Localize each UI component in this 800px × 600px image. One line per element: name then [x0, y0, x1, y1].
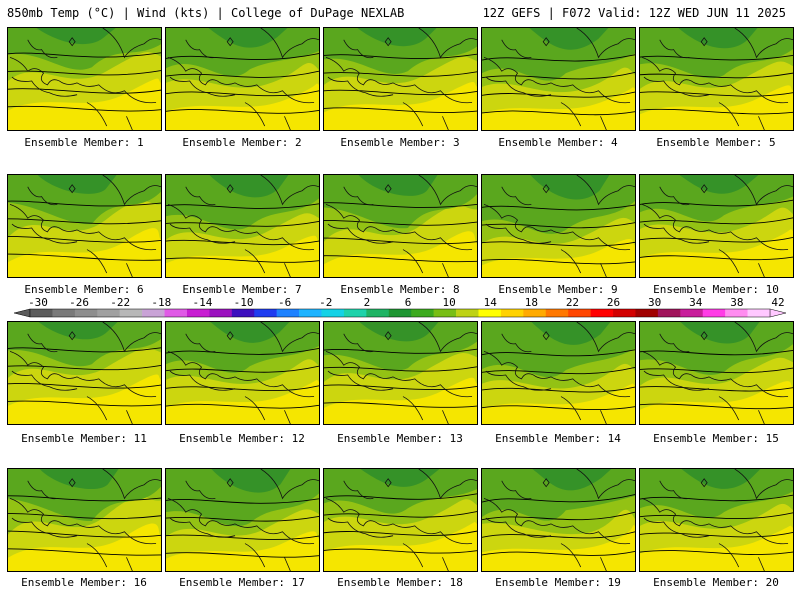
colorbar-swatch	[388, 309, 412, 317]
ensemble-member-label: Ensemble Member: 3	[340, 136, 460, 149]
colorbar-swatch	[478, 309, 502, 317]
ensemble-map-10	[639, 174, 794, 278]
colorbar-tick-label: -22	[110, 296, 130, 309]
colorbar-tick-label: -14	[193, 296, 213, 309]
ensemble-map-20	[639, 468, 794, 572]
colorbar-swatch	[119, 309, 143, 317]
ensemble-member-label: Ensemble Member: 8	[340, 283, 460, 296]
ensemble-member-label: Ensemble Member: 7	[182, 283, 302, 296]
colorbar-swatch	[680, 309, 704, 317]
ensemble-member-label: Ensemble Member: 1	[24, 136, 144, 149]
ensemble-member-label: Ensemble Member: 13	[337, 432, 463, 445]
colorbar-swatch	[433, 309, 457, 317]
colorbar-tick-label: 2	[364, 296, 371, 309]
colorbar-swatch	[231, 309, 255, 317]
ensemble-map-16	[7, 468, 162, 572]
colorbar-tick-label: -2	[319, 296, 332, 309]
ensemble-map-5	[639, 27, 794, 131]
ensemble-map-12	[165, 321, 320, 425]
colorbar-swatch	[97, 309, 120, 317]
temperature-colorbar: -30 -26 -22 -18 -14 -10 -6 -2 2 6 10 14 18 22 26 30 34 38…	[13, 296, 787, 318]
colorbar-swatch	[142, 309, 165, 317]
chart-title: 850mb Temp (°C) | Wind (kts) | College o…	[7, 6, 405, 20]
colorbar-swatch	[209, 309, 233, 317]
ensemble-member-label: Ensemble Member: 15	[653, 432, 779, 445]
ensemble-member-label: Ensemble Member: 19	[495, 576, 621, 589]
run-info: 12Z GEFS | F072 Valid: 12Z WED JUN 11 20…	[482, 6, 786, 20]
ensemble-map-19	[481, 468, 636, 572]
colorbar-swatch	[74, 309, 98, 317]
ensemble-map-1	[7, 27, 162, 131]
colorbar-swatch	[343, 309, 367, 317]
colorbar-max-arrow	[769, 308, 787, 318]
ensemble-member-label: Ensemble Member: 10	[653, 283, 779, 296]
colorbar-swatch	[299, 309, 322, 317]
ensemble-map-6	[7, 174, 162, 278]
colorbar-swatch	[500, 309, 524, 317]
colorbar-tick-label: 42	[771, 296, 784, 309]
colorbar-swatch	[164, 309, 188, 317]
colorbar-tick-label: 10	[442, 296, 455, 309]
colorbar-swatch	[276, 309, 300, 317]
ensemble-member-label: Ensemble Member: 5	[656, 136, 776, 149]
ensemble-member-label: Ensemble Member: 2	[182, 136, 302, 149]
ensemble-member-label: Ensemble Member: 12	[179, 432, 305, 445]
colorbar-swatch	[702, 309, 726, 317]
colorbar-swatch	[747, 309, 771, 317]
ensemble-member-label: Ensemble Member: 6	[24, 283, 144, 296]
colorbar-swatch	[568, 309, 591, 317]
colorbar-tick-label: 38	[730, 296, 743, 309]
colorbar-swatch	[545, 309, 569, 317]
ensemble-map-15	[639, 321, 794, 425]
ensemble-member-label: Ensemble Member: 20	[653, 576, 779, 589]
ensemble-member-label: Ensemble Member: 14	[495, 432, 621, 445]
ensemble-member-label: Ensemble Member: 4	[498, 136, 618, 149]
ensemble-map-18	[323, 468, 478, 572]
colorbar-tick-label: -18	[151, 296, 171, 309]
ensemble-map-17	[165, 468, 320, 572]
colorbar-tick-label: 26	[607, 296, 620, 309]
colorbar-swatch	[30, 309, 53, 317]
ensemble-member-label: Ensemble Member: 17	[179, 576, 305, 589]
colorbar-swatch	[456, 309, 479, 317]
ensemble-map-3	[323, 27, 478, 131]
colorbar-swatch	[523, 309, 547, 317]
colorbar-swatch	[366, 309, 390, 317]
colorbar-tick-label: -30	[28, 296, 48, 309]
colorbar-tick-label: -26	[69, 296, 89, 309]
colorbar-swatch	[635, 309, 659, 317]
colorbar-min-arrow	[13, 308, 31, 318]
colorbar-tick-label: -6	[278, 296, 291, 309]
colorbar-tick-label: 34	[689, 296, 703, 309]
colorbar-tick-label: 30	[648, 296, 661, 309]
colorbar-tick-label: 18	[525, 296, 538, 309]
colorbar-swatch	[321, 309, 345, 317]
colorbar-swatch	[613, 309, 636, 317]
ensemble-map-8	[323, 174, 478, 278]
ensemble-member-label: Ensemble Member: 16	[21, 576, 147, 589]
ensemble-map-4	[481, 27, 636, 131]
colorbar-swatch	[186, 309, 210, 317]
colorbar-swatch	[52, 309, 76, 317]
ensemble-member-label: Ensemble Member: 18	[337, 576, 463, 589]
ensemble-map-13	[323, 321, 478, 425]
ensemble-map-14	[481, 321, 636, 425]
ensemble-member-label: Ensemble Member: 11	[21, 432, 147, 445]
ensemble-map-2	[165, 27, 320, 131]
colorbar-tick-label: -10	[234, 296, 254, 309]
colorbar-swatch	[725, 309, 748, 317]
colorbar-swatch	[254, 309, 277, 317]
colorbar-swatch	[657, 309, 681, 317]
colorbar-tick-label: 22	[566, 296, 579, 309]
ensemble-map-11	[7, 321, 162, 425]
ensemble-map-9	[481, 174, 636, 278]
colorbar-swatch	[590, 309, 614, 317]
colorbar-swatch	[411, 309, 434, 317]
ensemble-member-label: Ensemble Member: 9	[498, 283, 618, 296]
colorbar-tick-label: 6	[405, 296, 412, 309]
ensemble-map-7	[165, 174, 320, 278]
colorbar-tick-label: 14	[484, 296, 498, 309]
